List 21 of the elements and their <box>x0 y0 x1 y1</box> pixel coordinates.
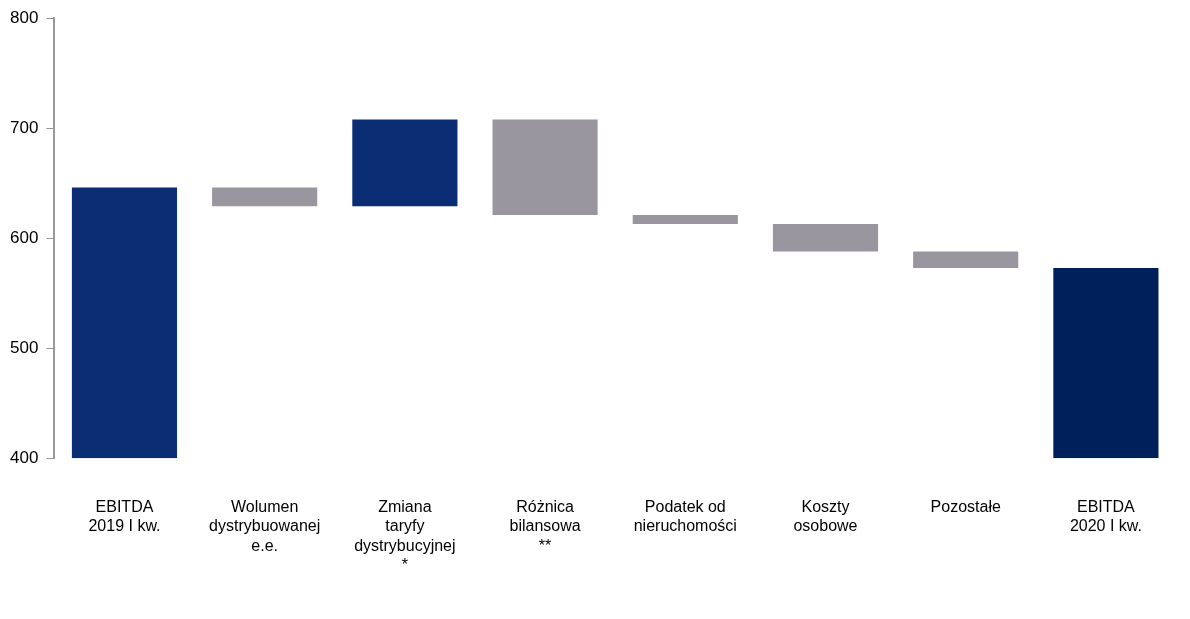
x-tick-label: Podatek od nieruchomości <box>633 498 737 535</box>
y-tick-label: 700 <box>9 117 39 137</box>
x-tick-label: Koszty osobowe <box>793 498 858 535</box>
bar <box>632 215 738 224</box>
x-tick-label: EBITDA 2019 I kw. <box>88 498 161 535</box>
bar <box>492 119 598 216</box>
bar <box>772 223 879 252</box>
bar <box>913 251 1019 268</box>
bar <box>352 119 458 207</box>
y-tick-label: 500 <box>9 337 39 357</box>
x-tick-label: Różnica bilansowa ** <box>509 498 581 554</box>
x-tick-label: Zmiana taryfy dystrybucyjnej * <box>354 498 456 573</box>
x-tick-label: Wolumen dystrybuowanej e.e. <box>209 498 321 554</box>
bar <box>1053 267 1159 459</box>
bar <box>71 187 178 459</box>
bar <box>212 187 318 207</box>
x-tick-label: Pozostałe <box>930 498 1001 516</box>
y-tick-label: 400 <box>9 447 39 467</box>
x-tick-label: EBITDA 2020 I kw. <box>1069 498 1142 535</box>
y-tick-label: 800 <box>9 7 39 27</box>
y-tick-label: 600 <box>9 227 39 247</box>
